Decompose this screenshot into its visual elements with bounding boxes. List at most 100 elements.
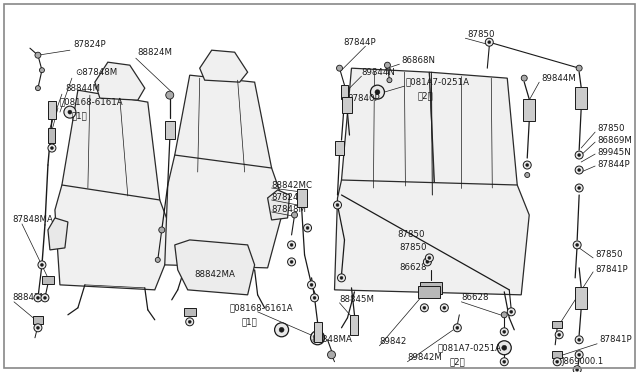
Circle shape bbox=[509, 310, 513, 313]
Text: 87841P: 87841P bbox=[599, 335, 632, 344]
Circle shape bbox=[575, 243, 579, 246]
Circle shape bbox=[485, 38, 493, 46]
Text: 88845M: 88845M bbox=[339, 295, 374, 304]
Circle shape bbox=[573, 241, 581, 249]
Circle shape bbox=[578, 169, 580, 171]
Bar bbox=[33, 316, 43, 324]
Circle shape bbox=[310, 331, 324, 345]
Circle shape bbox=[333, 201, 342, 209]
Circle shape bbox=[428, 256, 431, 259]
Text: 87850: 87850 bbox=[467, 30, 495, 39]
Text: 88842M: 88842M bbox=[12, 294, 47, 302]
Circle shape bbox=[500, 358, 508, 366]
Circle shape bbox=[573, 366, 581, 372]
Polygon shape bbox=[342, 68, 435, 198]
Circle shape bbox=[34, 324, 42, 332]
Text: 87850: 87850 bbox=[397, 230, 425, 240]
Text: 87850: 87850 bbox=[597, 124, 625, 132]
Circle shape bbox=[308, 281, 316, 289]
Text: Ⓑ081A7-0251A: Ⓑ081A7-0251A bbox=[405, 78, 469, 87]
Text: 89844M: 89844M bbox=[541, 74, 576, 83]
Circle shape bbox=[453, 324, 461, 332]
Bar bbox=[164, 121, 175, 139]
Bar bbox=[49, 128, 56, 142]
Circle shape bbox=[38, 261, 46, 269]
Circle shape bbox=[156, 257, 160, 262]
Circle shape bbox=[575, 351, 583, 359]
Bar bbox=[524, 99, 535, 121]
Circle shape bbox=[313, 296, 316, 299]
Circle shape bbox=[501, 312, 508, 318]
Polygon shape bbox=[48, 218, 68, 250]
Circle shape bbox=[576, 65, 582, 71]
Text: Ⓢ08168-6161A: Ⓢ08168-6161A bbox=[230, 303, 293, 312]
Circle shape bbox=[553, 358, 561, 366]
Polygon shape bbox=[175, 75, 271, 185]
Text: 86868N: 86868N bbox=[401, 56, 435, 65]
Polygon shape bbox=[164, 155, 285, 268]
Circle shape bbox=[306, 227, 309, 230]
Bar bbox=[420, 282, 442, 294]
Circle shape bbox=[68, 110, 72, 114]
Circle shape bbox=[500, 328, 508, 336]
Circle shape bbox=[488, 41, 491, 44]
Circle shape bbox=[34, 294, 42, 302]
Circle shape bbox=[557, 333, 561, 336]
Circle shape bbox=[166, 91, 173, 99]
Circle shape bbox=[36, 296, 40, 299]
Polygon shape bbox=[429, 72, 517, 200]
Circle shape bbox=[420, 304, 428, 312]
Bar bbox=[575, 87, 587, 109]
Polygon shape bbox=[175, 240, 255, 295]
Circle shape bbox=[35, 52, 41, 58]
Circle shape bbox=[275, 323, 289, 337]
Text: 86628: 86628 bbox=[399, 263, 427, 272]
Circle shape bbox=[525, 173, 530, 177]
Text: 87841P: 87841P bbox=[595, 265, 628, 275]
Circle shape bbox=[387, 78, 392, 83]
Circle shape bbox=[340, 276, 343, 279]
Circle shape bbox=[575, 184, 583, 192]
Text: J869000.1: J869000.1 bbox=[561, 357, 604, 366]
Bar bbox=[552, 351, 562, 358]
Circle shape bbox=[290, 243, 293, 246]
Circle shape bbox=[555, 331, 563, 339]
Circle shape bbox=[423, 306, 426, 310]
Bar bbox=[42, 276, 54, 284]
Circle shape bbox=[443, 306, 446, 310]
Text: 88842MA: 88842MA bbox=[195, 270, 236, 279]
Circle shape bbox=[578, 338, 580, 341]
Circle shape bbox=[578, 353, 580, 356]
Polygon shape bbox=[62, 90, 160, 218]
Text: Ⓑ081A7-0251A: Ⓑ081A7-0251A bbox=[437, 343, 501, 352]
Bar bbox=[335, 141, 344, 155]
Bar bbox=[575, 287, 587, 309]
Circle shape bbox=[575, 368, 579, 371]
Text: 87824P: 87824P bbox=[271, 193, 304, 202]
Circle shape bbox=[41, 294, 49, 302]
Text: 87848M: 87848M bbox=[271, 205, 307, 215]
Circle shape bbox=[186, 318, 194, 326]
Text: ⊙87848M: ⊙87848M bbox=[75, 68, 117, 77]
Circle shape bbox=[287, 258, 296, 266]
Circle shape bbox=[497, 341, 511, 355]
Circle shape bbox=[290, 260, 293, 263]
Circle shape bbox=[303, 224, 312, 232]
Circle shape bbox=[44, 296, 47, 299]
Circle shape bbox=[188, 320, 191, 323]
Circle shape bbox=[426, 254, 433, 262]
Text: （1）: （1） bbox=[242, 317, 257, 326]
Circle shape bbox=[426, 260, 429, 263]
Circle shape bbox=[279, 327, 284, 332]
Circle shape bbox=[40, 68, 44, 73]
Bar bbox=[342, 97, 353, 113]
Text: 88842MC: 88842MC bbox=[271, 180, 312, 189]
Text: 87840P: 87840P bbox=[348, 94, 380, 103]
Polygon shape bbox=[95, 62, 145, 100]
Polygon shape bbox=[335, 180, 529, 295]
Circle shape bbox=[287, 241, 296, 249]
Circle shape bbox=[292, 212, 298, 218]
Circle shape bbox=[375, 90, 380, 94]
Circle shape bbox=[310, 294, 319, 302]
Circle shape bbox=[575, 166, 583, 174]
